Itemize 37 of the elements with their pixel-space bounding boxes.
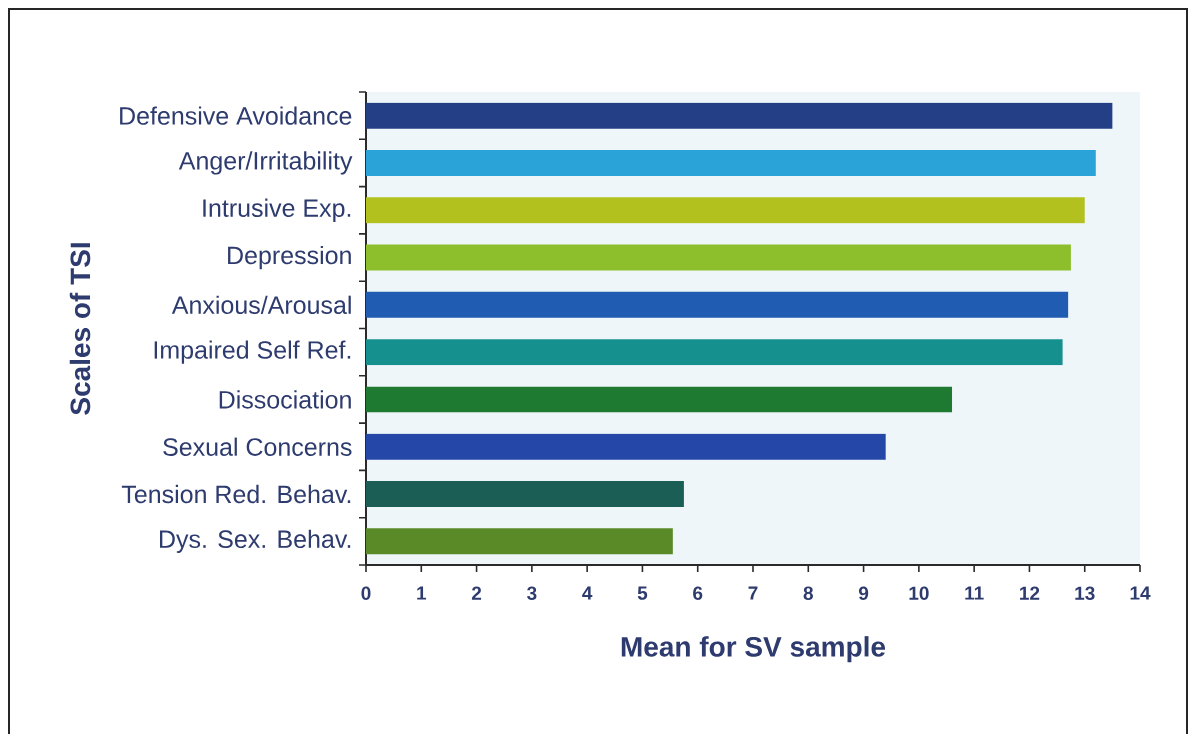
x-tick-label: 5 <box>637 586 648 600</box>
x-tick-label: 8 <box>803 586 813 600</box>
bar <box>366 291 1069 318</box>
y-tick-label: Intrusive Exp. <box>203 198 351 222</box>
x-tick-label: 3 <box>527 586 537 601</box>
x-tick-label: 7 <box>748 586 758 600</box>
x-tick-label: 0 <box>361 586 371 600</box>
bar <box>366 528 673 555</box>
y-tick-label: Dys. Sex. Behav. <box>160 529 351 553</box>
x-tick-label: 4 <box>582 586 593 600</box>
x-axis-title: Mean for SV sample <box>621 636 886 663</box>
y-axis-title: Scales of TSI <box>69 243 91 415</box>
y-tick-label: Impaired Self Ref. <box>154 340 351 364</box>
y-tick-label: Dissociation <box>219 390 351 409</box>
x-tick-label: 6 <box>693 586 703 600</box>
x-tick-label: 13 <box>1075 586 1095 601</box>
bar <box>366 481 684 508</box>
y-tick-label: Defensive Avoidance <box>120 106 352 125</box>
y-tick-label: Anger/Irritability <box>178 151 353 175</box>
x-tick-label: 14 <box>1130 586 1151 600</box>
y-tick-label: Anxious/Arousal <box>171 295 351 315</box>
bar <box>366 433 886 460</box>
x-tick-label: 1 <box>417 586 427 600</box>
x-tick-label: 2 <box>471 586 482 600</box>
y-tick-label: Tension Red. Behav. <box>121 484 351 504</box>
x-tick-label: 9 <box>858 586 869 600</box>
x-tick-label: 11 <box>965 586 984 600</box>
bar <box>366 197 1085 224</box>
y-tick-label: Sexual Concerns <box>163 437 352 456</box>
y-tick-label: Depression <box>228 245 351 270</box>
x-tick-label: 10 <box>909 586 929 600</box>
bar <box>366 244 1071 271</box>
bar <box>366 386 953 413</box>
bar <box>366 149 1096 176</box>
bar <box>366 102 1113 129</box>
bar <box>366 339 1063 366</box>
x-tick-label: 12 <box>1020 586 1040 600</box>
